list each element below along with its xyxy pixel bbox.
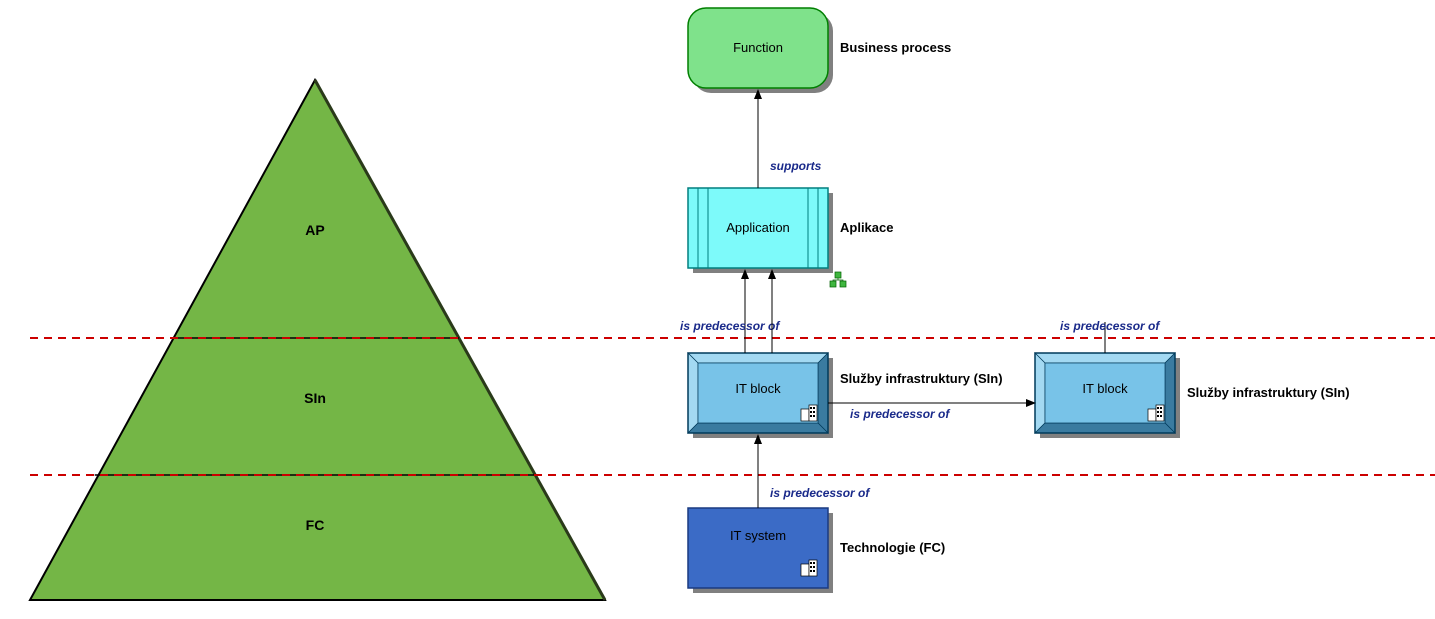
- itblock2-bevel-right: [1165, 353, 1175, 433]
- itblock1-bevel-right: [818, 353, 828, 433]
- itblock2-bevel-left: [1035, 353, 1045, 433]
- itsystem-label: IT system: [730, 528, 786, 543]
- org-icon: [830, 272, 846, 287]
- pyramid-layer-label-1: SIn: [304, 390, 326, 406]
- edge-label-itb1-itb2-predof: is predecessor of: [850, 407, 950, 421]
- itblock1-bevel-top: [688, 353, 828, 363]
- itblock2-bevel-bottom: [1035, 423, 1175, 433]
- application-node-label: Application: [726, 220, 790, 235]
- itblock1-bevel-bottom: [688, 423, 828, 433]
- function-node-label: Function: [733, 40, 783, 55]
- itblock2-bevel-top: [1035, 353, 1175, 363]
- itsystem-side-label: Technologie (FC): [840, 540, 945, 555]
- edge-label-itb2-up: is predecessor of: [1060, 319, 1160, 333]
- itblock1-label: IT block: [735, 381, 781, 396]
- itblock2-side-label: Služby infrastruktury (SIn): [1187, 385, 1350, 400]
- itblock2-label: IT block: [1082, 381, 1128, 396]
- edge-label-itb1-sys: is predecessor of: [770, 486, 870, 500]
- pyramid-layer-label-2: FC: [306, 517, 325, 533]
- application-side-label: Aplikace: [840, 220, 893, 235]
- pyramid-layer-label-0: AP: [305, 222, 324, 238]
- itblock1-side-label: Služby infrastruktury (SIn): [840, 371, 1003, 386]
- itblock1-bevel-left: [688, 353, 698, 433]
- edge-label-func-app: supports: [770, 159, 822, 173]
- function-side-label: Business process: [840, 40, 951, 55]
- edge-label-app-itb1-a: is predecessor of: [680, 319, 780, 333]
